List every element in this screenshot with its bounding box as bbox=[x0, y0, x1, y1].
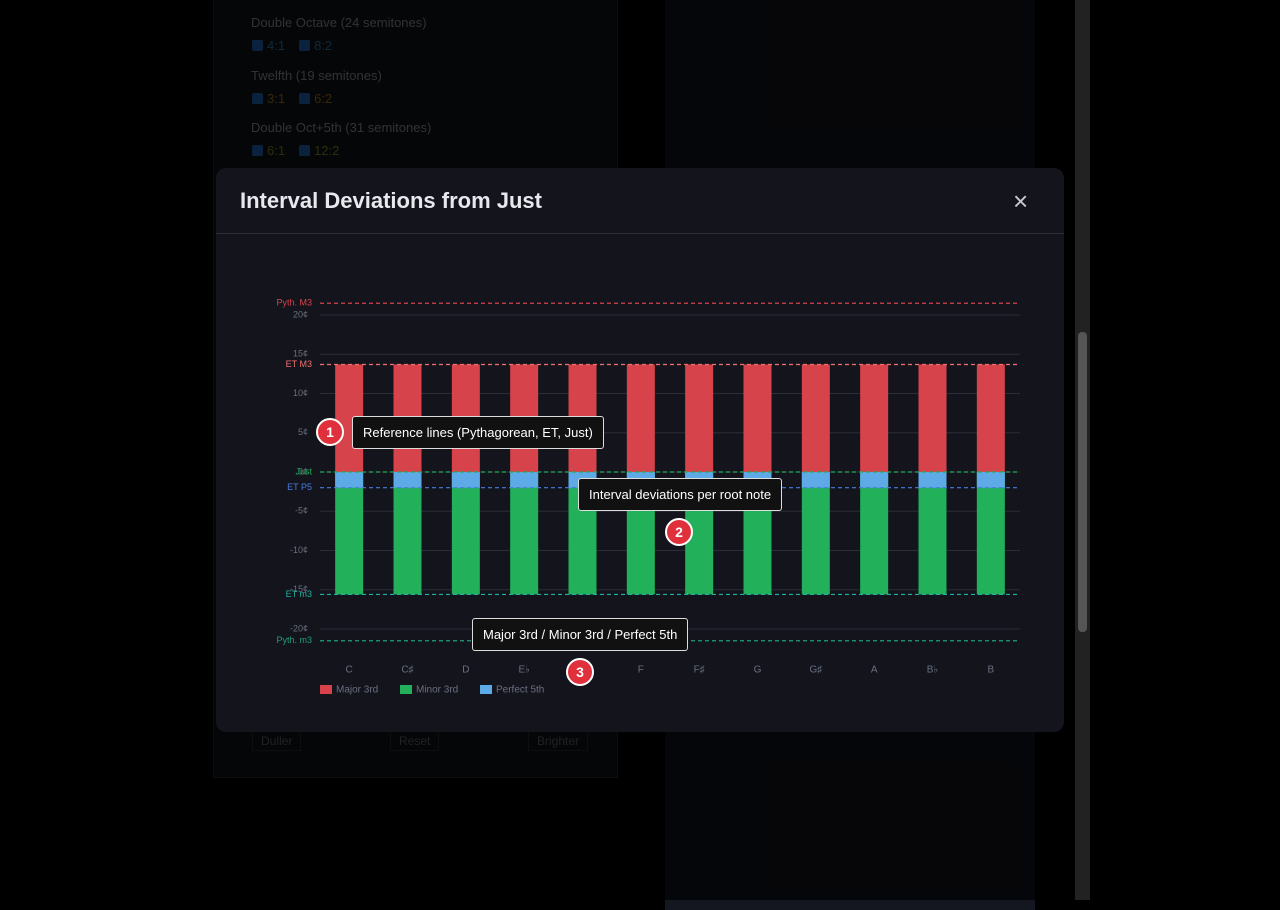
bar bbox=[510, 472, 539, 488]
callout-badge: 3 bbox=[566, 658, 594, 686]
reference-label: Pyth. m3 bbox=[276, 635, 312, 645]
legend-label: Major 3rd bbox=[336, 685, 378, 696]
bar bbox=[976, 472, 1005, 488]
bar bbox=[860, 364, 889, 472]
tooltip: Reference lines (Pythagorean, ET, Just) bbox=[352, 416, 604, 449]
x-tick-label: D bbox=[462, 665, 469, 676]
y-tick-label: 20¢ bbox=[293, 309, 308, 319]
legend-swatch bbox=[480, 685, 492, 694]
bar bbox=[743, 364, 772, 472]
bar bbox=[976, 472, 1005, 595]
tooltip: Major 3rd / Minor 3rd / Perfect 5th bbox=[472, 618, 689, 651]
bar bbox=[510, 472, 539, 595]
bar bbox=[801, 472, 830, 488]
x-tick-label: C♯ bbox=[401, 665, 413, 676]
callout-badge: 2 bbox=[665, 518, 693, 546]
bar bbox=[393, 472, 422, 595]
y-tick-label: 0¢ bbox=[298, 466, 308, 476]
reference-label: ET P5 bbox=[287, 482, 312, 492]
scrollbar-thumb[interactable] bbox=[1078, 332, 1087, 632]
y-tick-label: 15¢ bbox=[293, 349, 308, 359]
y-tick-label: -15¢ bbox=[290, 584, 308, 594]
bar bbox=[860, 472, 889, 595]
reference-label: Pyth. M3 bbox=[276, 298, 312, 308]
modal-title: Interval Deviations from Just bbox=[240, 188, 542, 213]
callout-badge: 1 bbox=[316, 418, 344, 446]
bar bbox=[685, 364, 714, 472]
bar bbox=[918, 364, 947, 472]
y-tick-label: -10¢ bbox=[290, 545, 308, 555]
y-tick-label: -5¢ bbox=[295, 506, 308, 516]
bar bbox=[918, 472, 947, 595]
bar bbox=[451, 472, 480, 488]
reference-label: Just bbox=[295, 466, 312, 476]
bar bbox=[801, 472, 830, 595]
x-tick-label: G♯ bbox=[809, 665, 822, 676]
tooltip: Interval deviations per root note bbox=[578, 478, 783, 511]
reference-label: ET m3 bbox=[286, 589, 312, 599]
x-tick-label: C bbox=[346, 665, 353, 676]
bar bbox=[335, 472, 364, 595]
bar bbox=[626, 364, 655, 472]
bar bbox=[801, 364, 830, 472]
bar bbox=[860, 472, 889, 488]
bar bbox=[976, 364, 1005, 472]
x-tick-label: A bbox=[871, 665, 878, 676]
bar bbox=[918, 472, 947, 488]
bar bbox=[451, 472, 480, 595]
legend-label: Minor 3rd bbox=[416, 685, 458, 696]
legend-swatch bbox=[320, 685, 332, 694]
close-button[interactable]: × bbox=[1013, 186, 1029, 216]
reference-label: ET M3 bbox=[286, 359, 312, 369]
bar bbox=[335, 472, 364, 488]
x-tick-label: B♭ bbox=[927, 665, 938, 676]
x-tick-label: E♭ bbox=[518, 665, 529, 676]
y-tick-label: -20¢ bbox=[290, 623, 308, 633]
modal-header: Interval Deviations from Just × bbox=[216, 168, 1064, 234]
bar bbox=[393, 472, 422, 488]
legend-label: Perfect 5th bbox=[496, 685, 544, 696]
legend-swatch bbox=[400, 685, 412, 694]
x-tick-label: B bbox=[987, 665, 994, 676]
x-tick-label: G bbox=[754, 665, 762, 676]
y-tick-label: 10¢ bbox=[293, 388, 308, 398]
x-tick-label: F bbox=[638, 665, 644, 676]
y-tick-label: 5¢ bbox=[298, 427, 308, 437]
x-tick-label: F♯ bbox=[694, 665, 705, 676]
